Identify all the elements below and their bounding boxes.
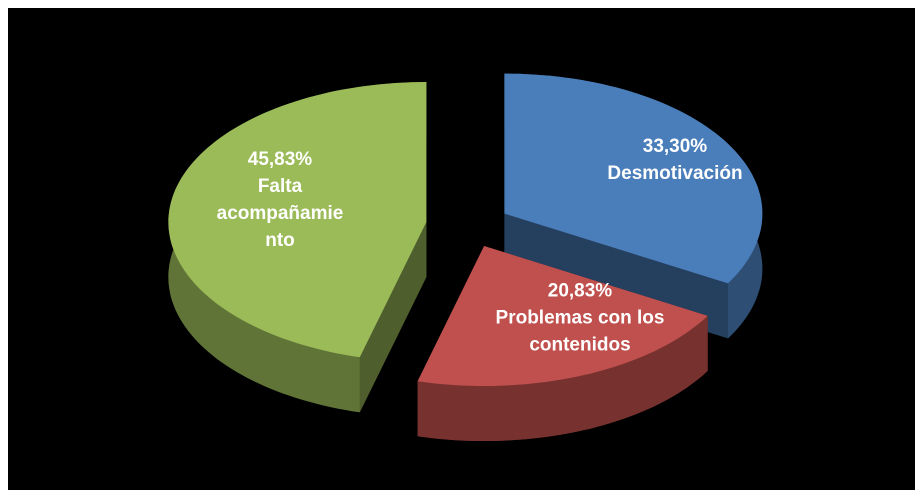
slice-label: 33,30% Desmotivación	[590, 133, 760, 187]
slice-radial-wall	[359, 222, 427, 413]
slice-label: 20,83% Problemas con los contenidos	[495, 278, 665, 359]
slice-label: 45,83% Falta acompañamiento	[213, 146, 348, 254]
category-label: Falta acompañamiento	[216, 176, 344, 251]
slice-top	[168, 82, 427, 358]
slice-top	[504, 73, 763, 284]
value-label: 33,30%	[642, 136, 708, 157]
category-label: Problemas con los contenidos	[495, 307, 665, 356]
slice-outer-wall	[417, 315, 708, 441]
value-label: 45,83%	[247, 149, 313, 170]
value-label: 20,83%	[547, 280, 613, 302]
category-label: Desmotivación	[607, 163, 743, 184]
slice-top	[417, 246, 708, 386]
